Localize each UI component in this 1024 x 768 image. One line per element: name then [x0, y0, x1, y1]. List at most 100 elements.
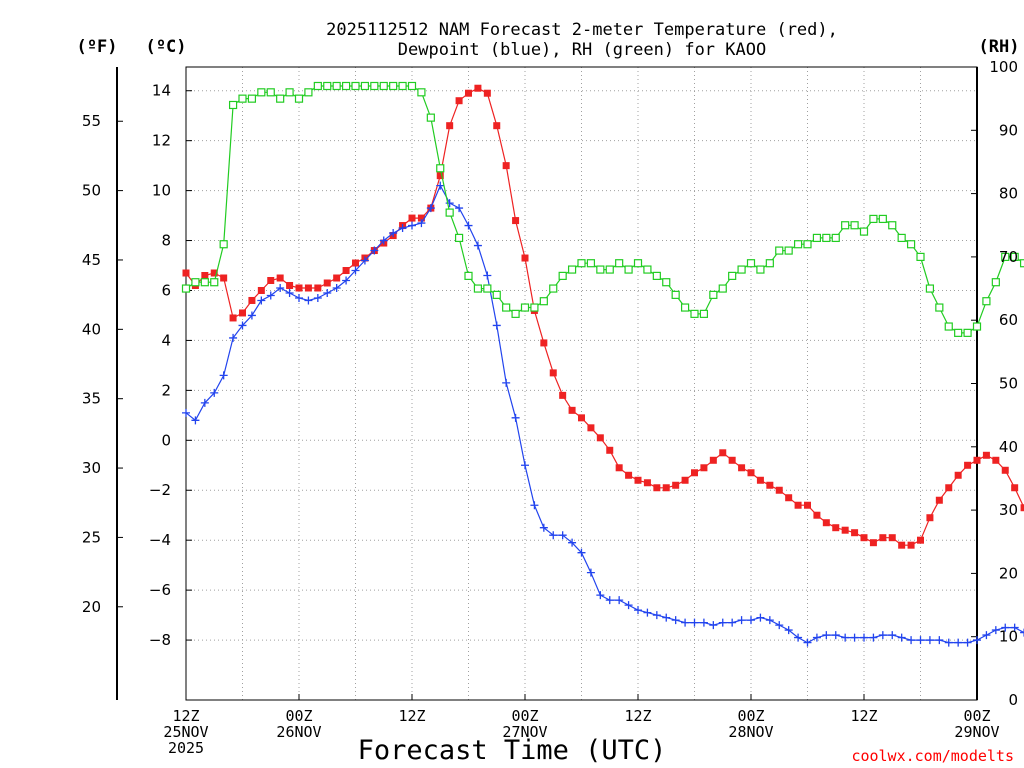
time-tick-label: 26NOV: [276, 723, 321, 741]
rh-marker: [831, 233, 840, 243]
rh-marker: [1001, 252, 1010, 261]
celsius-tick-label: 10: [152, 182, 171, 200]
data-series: [181, 81, 1024, 647]
dewpoint-marker: [963, 638, 972, 647]
rh-marker: [1019, 259, 1024, 268]
dewpoint-marker: [681, 618, 690, 627]
temperature-marker: [653, 484, 661, 492]
dewpoint-marker: [360, 256, 369, 265]
temperature-marker: [954, 471, 962, 479]
dewpoint-marker: [332, 283, 341, 292]
dewpoint-marker: [379, 236, 388, 245]
temperature-marker: [1001, 466, 1009, 474]
temperature-marker: [813, 511, 821, 519]
dewpoint-marker: [530, 501, 539, 510]
temperature-marker: [738, 464, 746, 472]
rh-marker: [859, 227, 869, 236]
dewpoint-marker: [897, 633, 906, 642]
rh-marker: [756, 265, 765, 274]
temperature-marker: [436, 172, 444, 180]
time-tick-label: 29NOV: [954, 723, 999, 741]
time-tick-label: 12Z: [172, 707, 199, 725]
dewpoint-marker: [549, 531, 558, 540]
rh-tick-label: 90: [999, 121, 1018, 139]
dewpoint-marker: [191, 416, 200, 425]
rh-marker: [210, 278, 219, 287]
dewpoint-marker: [511, 413, 520, 422]
rh-marker: [323, 81, 332, 91]
rh-marker: [775, 246, 784, 255]
dewpoint-marker: [982, 631, 991, 640]
temperature-marker: [267, 276, 275, 284]
dewpoint-marker: [182, 408, 190, 417]
temperature-marker: [417, 214, 425, 222]
rh-tick-label: 30: [999, 501, 1018, 519]
celsius-tick-label: 2: [161, 381, 171, 399]
temperature-marker: [879, 534, 887, 542]
temperature-marker: [1011, 484, 1019, 492]
temperature-marker: [681, 476, 689, 484]
fahrenheit-tick-label: 25: [82, 528, 101, 546]
temperature-marker: [1020, 504, 1024, 512]
dewpoint-marker: [709, 621, 718, 630]
temperature-marker: [728, 456, 736, 464]
temperature-marker: [201, 272, 209, 280]
axes: [116, 66, 978, 701]
temperature-marker: [785, 494, 793, 502]
rh-marker: [398, 81, 407, 91]
rh-tick-label: 70: [999, 248, 1018, 266]
rh-tick-label: 100: [989, 58, 1018, 76]
temperature-marker: [841, 526, 849, 534]
fahrenheit-tick-label: 55: [82, 112, 101, 130]
rh-marker: [680, 303, 690, 312]
time-tick-label: 00Z: [511, 707, 538, 725]
dewpoint-marker: [671, 616, 680, 625]
temperature-marker: [917, 536, 924, 544]
temperature-marker: [691, 469, 698, 477]
dewpoint-marker: [351, 266, 360, 275]
temperature-marker: [804, 501, 811, 509]
rh-marker: [567, 265, 577, 274]
temperature-marker: [973, 456, 981, 464]
temperature-line: [185, 87, 1024, 546]
dewpoint-marker: [784, 626, 793, 635]
dewpoint-marker: [464, 221, 473, 230]
rh-marker: [389, 81, 398, 91]
celsius-tick-label: −6: [149, 581, 171, 599]
rh-marker: [765, 259, 774, 268]
time-tick-label: 2025: [168, 739, 204, 757]
dewpoint-marker: [483, 271, 492, 280]
dewpoint-marker: [690, 618, 699, 627]
dewpoint-marker: [765, 616, 774, 625]
rh-marker: [878, 214, 887, 224]
temperature-marker: [323, 279, 331, 287]
rh-marker: [304, 88, 313, 97]
rh-marker: [954, 328, 963, 337]
rh-marker: [294, 94, 304, 103]
dewpoint-marker: [916, 636, 925, 645]
rh-marker: [577, 259, 586, 268]
rh-tick-label: 40: [999, 438, 1018, 456]
temperature-marker: [935, 496, 943, 504]
rh-marker: [257, 88, 266, 97]
temperature-marker: [634, 476, 642, 484]
rh-marker: [652, 271, 661, 280]
rh-marker: [728, 271, 737, 280]
temperature-marker: [907, 541, 915, 549]
rh-marker: [351, 81, 360, 91]
rh-marker: [803, 240, 812, 249]
rh-marker: [360, 81, 370, 91]
rh-marker: [850, 221, 859, 230]
temperature-marker: [568, 406, 576, 414]
temperature-marker: [352, 259, 359, 267]
dewpoint-marker: [276, 283, 285, 292]
rh-marker: [793, 240, 803, 249]
rh-marker: [812, 233, 822, 243]
dewpoint-marker: [925, 636, 934, 645]
dewpoint-marker: [822, 631, 831, 640]
dewpoint-marker: [991, 626, 1000, 635]
dewpoint-marker: [313, 293, 322, 302]
rh-marker: [520, 303, 530, 312]
rh-marker: [709, 290, 718, 299]
